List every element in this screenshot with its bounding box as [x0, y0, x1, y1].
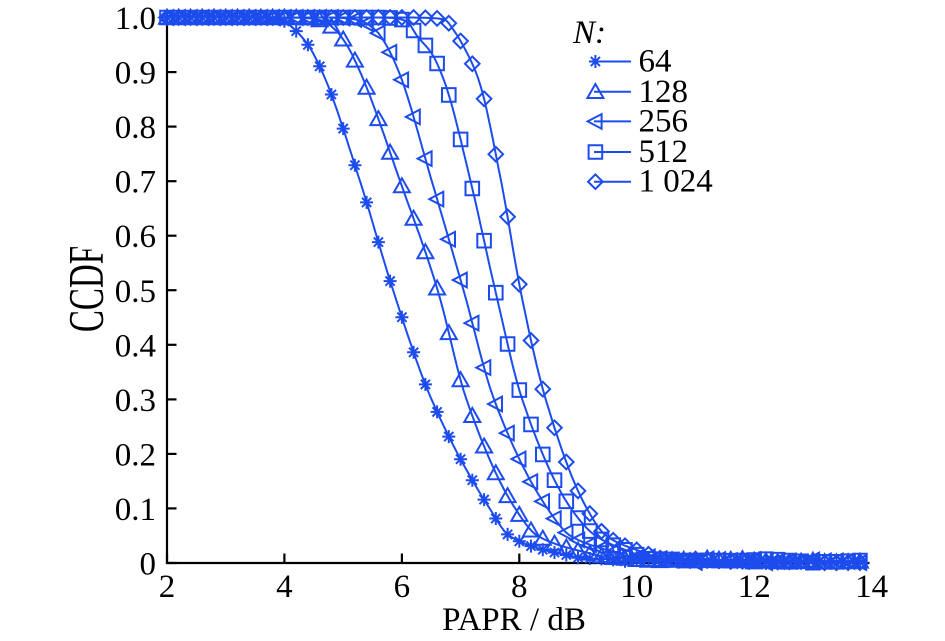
svg-text:12: 12 [738, 569, 771, 605]
svg-text:0.8: 0.8 [115, 110, 156, 146]
svg-text:256: 256 [639, 103, 689, 139]
svg-text:0.3: 0.3 [115, 383, 156, 419]
svg-text:2: 2 [159, 569, 176, 605]
svg-text:10: 10 [620, 569, 653, 605]
svg-text:4: 4 [276, 569, 293, 605]
svg-text:N:: N: [572, 15, 606, 51]
svg-text:8: 8 [511, 569, 528, 605]
svg-text:0.2: 0.2 [115, 437, 156, 473]
svg-text:0.6: 0.6 [115, 219, 156, 255]
svg-text:0.5: 0.5 [115, 274, 156, 310]
svg-text:0.9: 0.9 [115, 56, 156, 92]
svg-text:64: 64 [639, 44, 672, 80]
svg-text:512: 512 [639, 134, 689, 170]
svg-text:0: 0 [140, 547, 157, 583]
svg-text:1.0: 1.0 [115, 1, 156, 37]
svg-text:1 024: 1 024 [639, 164, 713, 200]
svg-text:0.4: 0.4 [115, 328, 156, 364]
svg-text:128: 128 [639, 74, 689, 110]
svg-text:0.1: 0.1 [115, 492, 156, 528]
svg-text:0.7: 0.7 [115, 165, 156, 201]
svg-text:14: 14 [855, 569, 888, 605]
svg-text:6: 6 [394, 569, 411, 605]
svg-text:PAPR / dB: PAPR / dB [442, 602, 586, 638]
svg-text:CCDF: CCDF [60, 246, 114, 332]
